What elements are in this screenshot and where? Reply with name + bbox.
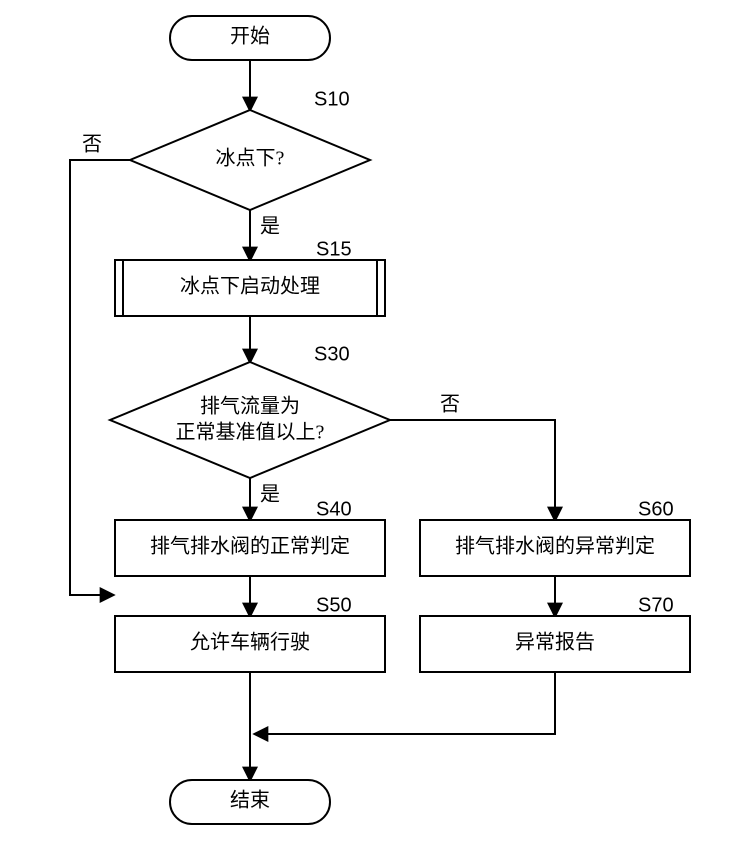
start-node: 开始 — [170, 16, 330, 60]
s40-text: 排气排水阀的正常判定 — [150, 535, 350, 558]
s10-no-label: 否 — [82, 134, 102, 156]
s70-step: S70 — [638, 594, 674, 616]
edge-s70-merge — [255, 672, 555, 734]
s15-text: 冰点下启动处理 — [180, 275, 320, 298]
s30-step: S30 — [314, 343, 350, 365]
s40-step: S40 — [316, 498, 352, 520]
s30-node: 排气流量为 正常基准值以上? — [110, 362, 390, 478]
end-node: 结束 — [170, 780, 330, 824]
s30-no-label: 否 — [440, 394, 460, 416]
s10-step: S10 — [314, 88, 350, 110]
s40-node: 排气排水阀的正常判定 — [115, 520, 385, 576]
s60-node: 排气排水阀的异常判定 — [420, 520, 690, 576]
s70-text: 异常报告 — [515, 631, 595, 654]
s30-text-1: 排气流量为 — [200, 395, 300, 418]
s15-node: 冰点下启动处理 — [115, 260, 385, 316]
start-label: 开始 — [230, 25, 270, 48]
s50-node: 允许车辆行驶 — [115, 616, 385, 672]
s50-step: S50 — [316, 594, 352, 616]
s60-text: 排气排水阀的异常判定 — [455, 535, 655, 558]
edge-s30-s60-no — [390, 420, 555, 520]
s10-yes-label: 是 — [260, 216, 280, 238]
s70-node: 异常报告 — [420, 616, 690, 672]
s10-text: 冰点下? — [216, 147, 285, 170]
s60-step: S60 — [638, 498, 674, 520]
end-label: 结束 — [230, 789, 270, 812]
s30-text-2: 正常基准值以上? — [176, 421, 325, 444]
s15-step: S15 — [316, 238, 352, 260]
s50-text: 允许车辆行驶 — [190, 631, 310, 654]
s30-yes-label: 是 — [260, 484, 280, 506]
s10-node: 冰点下? — [130, 110, 370, 210]
